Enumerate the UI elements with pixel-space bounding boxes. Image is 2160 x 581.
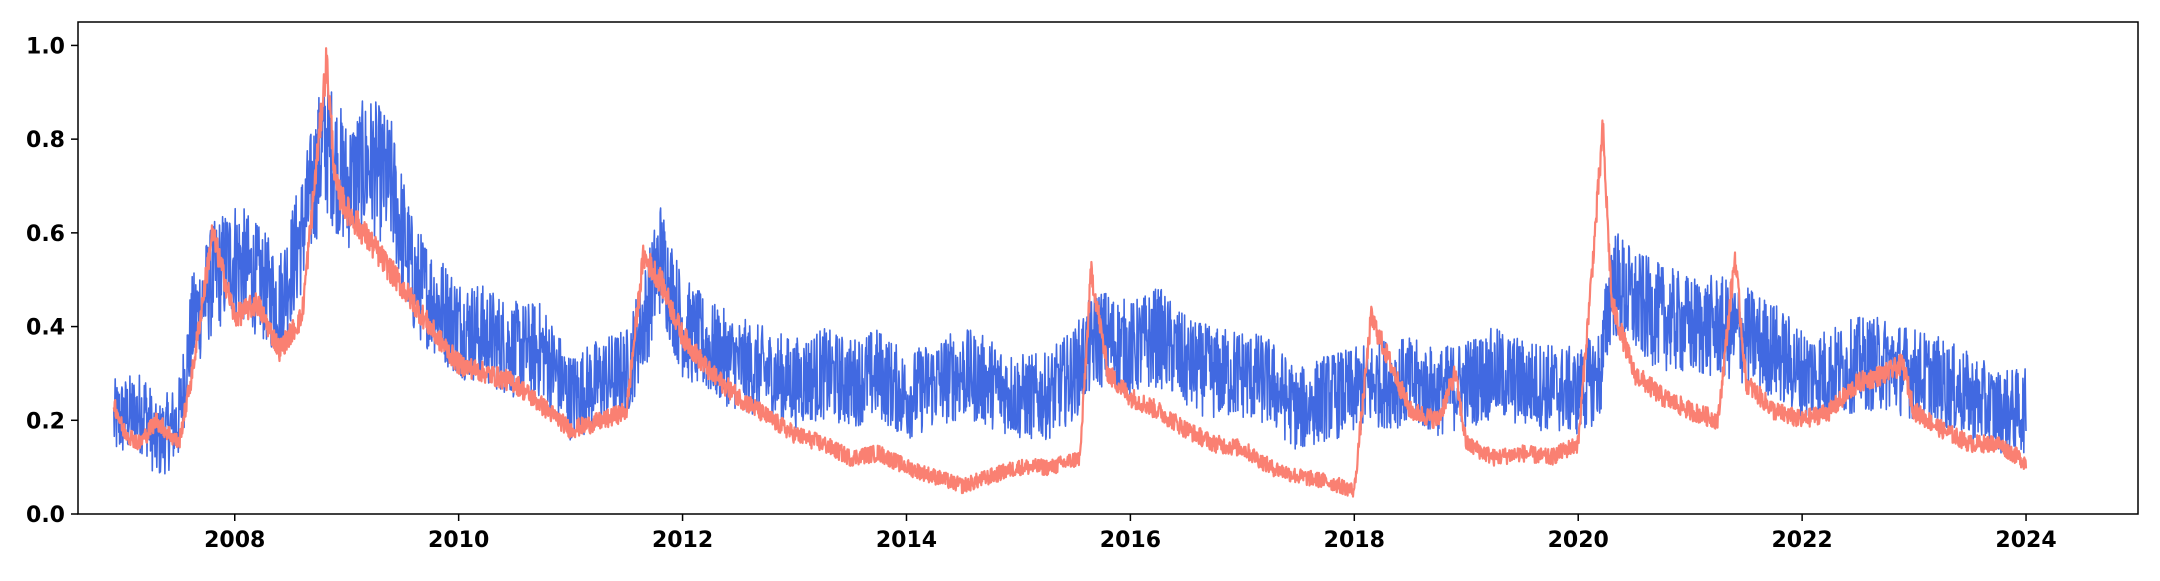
x-tick-label: 2014	[876, 528, 937, 553]
x-tick-label: 2012	[652, 528, 713, 553]
x-tick-label: 2008	[204, 528, 265, 553]
x-tick-label: 2022	[1772, 528, 1833, 553]
x-tick-label: 2018	[1324, 528, 1385, 553]
y-tick-label: 0.0	[26, 503, 65, 528]
x-tick-label: 2010	[428, 528, 489, 553]
y-axis: 0.0 0.2 0.4 0.6 0.8 1.0	[26, 34, 78, 528]
y-tick-label: 0.4	[26, 316, 65, 341]
y-tick-label: 0.6	[26, 222, 65, 247]
series-line-2	[112, 47, 2028, 498]
x-tick-label: 2020	[1548, 528, 1609, 553]
x-tick-label: 2024	[1995, 528, 2056, 553]
y-tick-label: 0.8	[26, 128, 65, 153]
series-line-1	[113, 78, 2027, 475]
y-tick-label: 1.0	[26, 34, 65, 59]
x-axis: 2008 2010 2012 2014 2016 2018 2020 2022 2024	[204, 514, 2057, 553]
x-tick-label: 2016	[1100, 528, 1161, 553]
plot-frame	[77, 21, 2139, 515]
y-tick-label: 0.2	[26, 409, 65, 434]
series-layer	[112, 47, 2028, 498]
